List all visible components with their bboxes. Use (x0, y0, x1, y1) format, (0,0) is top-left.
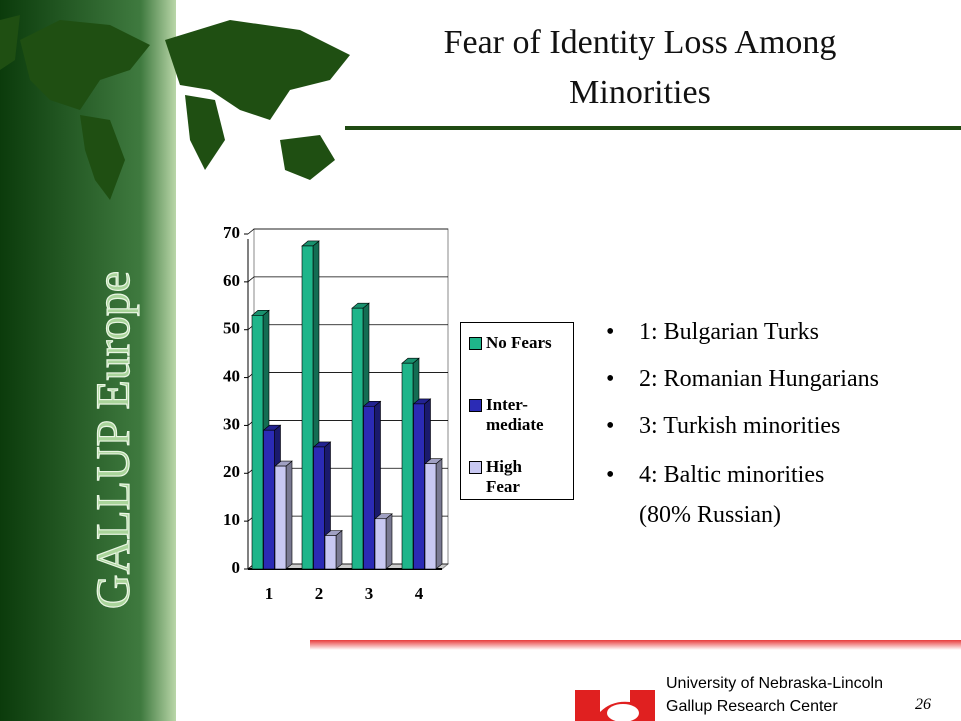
y-tick-label: 0 (232, 558, 241, 577)
y-tick-label: 70 (223, 223, 240, 242)
bar (301, 245, 314, 570)
legend-item: High Fear (469, 457, 522, 497)
y-tick-label: 40 (223, 366, 240, 385)
y-tick-label: 50 (223, 319, 240, 338)
legend-swatch (469, 337, 482, 350)
grid-line (247, 228, 448, 235)
bar-side (285, 460, 293, 570)
y-tick-label: 60 (223, 271, 240, 290)
bar (313, 446, 325, 570)
bar (401, 362, 414, 570)
footer-rule (310, 640, 961, 650)
x-tick-label: 4 (415, 584, 424, 603)
legend-label: No Fears (486, 333, 552, 352)
x-tick-label: 1 (265, 584, 274, 603)
legend-item: No Fears (469, 333, 552, 353)
grid-line (247, 276, 448, 283)
slide-title: Fear of Identity Loss Among Minorities (443, 24, 837, 111)
bar-side (335, 529, 343, 570)
legend-item: Inter- mediate (469, 395, 544, 435)
footer-text: University of Nebraska-Lincoln Gallup Re… (666, 672, 883, 718)
bar (374, 518, 387, 570)
bullet-item: 4: Baltic minorities (80% Russian) (606, 455, 879, 535)
bar (413, 403, 425, 570)
bullet-item: 1: Bulgarian Turks (606, 314, 879, 351)
bar (351, 307, 364, 570)
bullet-list: 1: Bulgarian Turks 2: Romanian Hungarians… (606, 314, 879, 545)
world-map (0, 15, 350, 200)
bar-side (435, 458, 443, 570)
bar-side (385, 513, 393, 570)
y-tick-label: 30 (223, 414, 240, 433)
bar (274, 465, 287, 570)
legend-swatch (469, 461, 482, 474)
legend-swatch (469, 399, 482, 412)
bar (363, 405, 375, 570)
legend-label: Inter- mediate (486, 395, 544, 434)
bar (251, 315, 264, 570)
bullet-item: 2: Romanian Hungarians (606, 361, 879, 398)
footer-line: Gallup Research Center (666, 698, 838, 715)
university-logo (575, 690, 655, 721)
page-number: 26 (915, 696, 931, 713)
footer-line: University of Nebraska-Lincoln (666, 675, 883, 692)
bar (263, 429, 275, 570)
y-tick-label: 10 (223, 510, 240, 529)
legend-label: High Fear (486, 457, 522, 496)
sidebar-text: GALLUP Europe (87, 271, 140, 609)
bullet-item: 3: Turkish minorities (606, 408, 879, 445)
y-tick-label: 20 (223, 462, 240, 481)
x-tick-label: 2 (315, 584, 324, 603)
x-tick-label: 3 (365, 584, 374, 603)
bar (424, 463, 437, 570)
bar (324, 535, 337, 570)
legend: No Fears Inter- mediate High Fear (460, 322, 574, 500)
